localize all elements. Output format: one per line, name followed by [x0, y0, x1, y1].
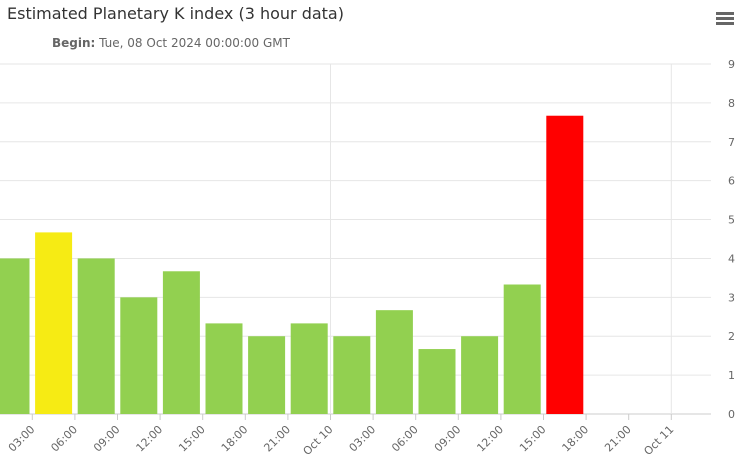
y-tick-label: 1 — [728, 369, 735, 382]
bar — [375, 310, 413, 414]
x-tick-label: 21:00 — [261, 423, 293, 455]
x-tick-label: 15:00 — [517, 423, 549, 455]
x-tick-label: 03:00 — [6, 423, 38, 455]
x-tick-label: 21:00 — [602, 423, 634, 455]
y-tick-label: 5 — [728, 214, 735, 227]
bar — [333, 336, 371, 414]
y-tick-label: 3 — [728, 291, 735, 304]
chart-subtitle: Begin: Tue, 08 Oct 2024 00:00:00 GMT — [52, 36, 290, 50]
bar — [162, 271, 200, 414]
y-tick-label: 4 — [728, 252, 735, 265]
y-tick-label: 9 — [728, 58, 735, 71]
y-tick-label: 2 — [728, 330, 735, 343]
x-tick-label: Oct 11 — [641, 423, 676, 458]
y-tick-label: 8 — [728, 97, 735, 110]
y-tick-label: 6 — [728, 175, 735, 188]
bar — [503, 284, 541, 414]
x-tick-label: 12:00 — [134, 423, 166, 455]
bar — [77, 258, 115, 414]
x-tick-label: 09:00 — [91, 423, 123, 455]
bar — [205, 323, 243, 414]
x-tick-label: 12:00 — [474, 423, 506, 455]
bar — [290, 323, 328, 414]
bar — [35, 232, 73, 414]
bar — [0, 258, 30, 414]
x-tick-label: Oct 10 — [301, 423, 336, 458]
x-tick-label: 06:00 — [48, 423, 80, 455]
bar — [546, 115, 584, 414]
subtitle-label: Begin: — [52, 36, 96, 50]
hamburger-menu-icon[interactable] — [716, 12, 734, 26]
y-tick-label: 0 — [728, 408, 735, 421]
x-tick-label: 03:00 — [347, 423, 379, 455]
y-tick-label: 7 — [728, 136, 735, 149]
bar — [248, 336, 286, 414]
x-tick-label: 09:00 — [432, 423, 464, 455]
subtitle-value: Tue, 08 Oct 2024 00:00:00 GMT — [99, 36, 290, 50]
bar — [418, 349, 456, 414]
chart-title: Estimated Planetary K index (3 hour data… — [7, 4, 344, 23]
bar — [120, 297, 158, 414]
x-tick-label: 18:00 — [219, 423, 251, 455]
bar — [461, 336, 499, 414]
x-tick-label: 18:00 — [560, 423, 592, 455]
x-tick-label: 15:00 — [176, 423, 208, 455]
x-tick-label: 06:00 — [389, 423, 421, 455]
